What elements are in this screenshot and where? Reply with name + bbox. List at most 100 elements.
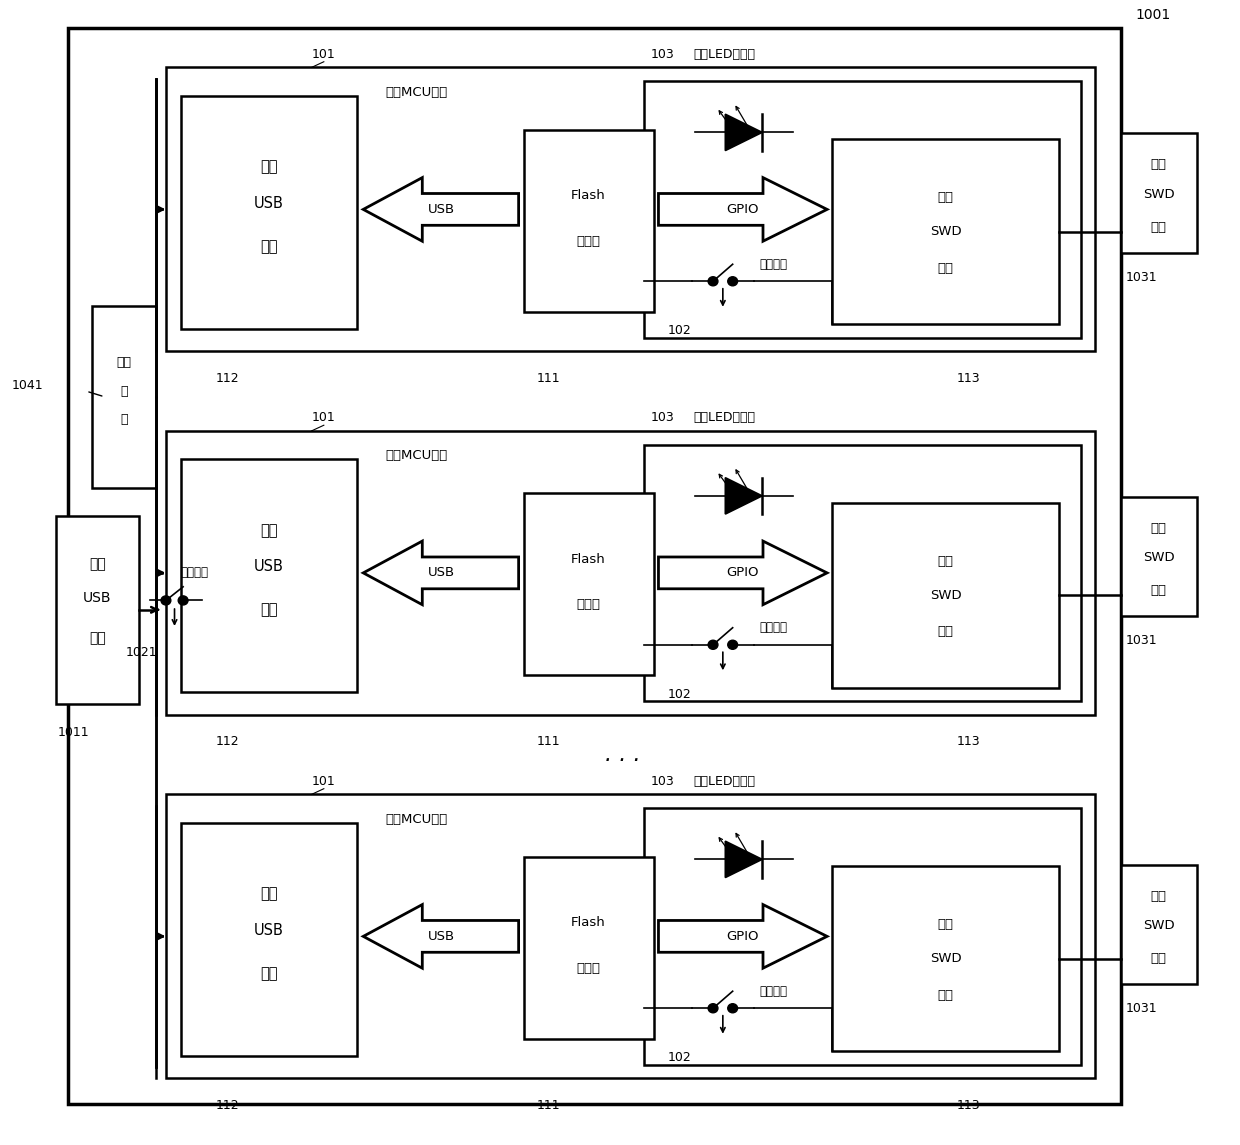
- Bar: [181, 459, 357, 693]
- Text: 接口: 接口: [1151, 951, 1167, 965]
- Bar: [1121, 864, 1197, 984]
- Bar: [1121, 133, 1197, 253]
- Text: 1001: 1001: [1136, 8, 1171, 22]
- Circle shape: [708, 277, 718, 286]
- Text: 113: 113: [957, 735, 981, 749]
- Text: SWD: SWD: [1143, 551, 1174, 564]
- Text: Flash: Flash: [572, 189, 606, 203]
- Circle shape: [728, 277, 738, 286]
- Text: GPIO: GPIO: [727, 203, 759, 216]
- Text: 第二按键: 第二按键: [181, 566, 208, 578]
- Text: SWD: SWD: [1143, 188, 1174, 200]
- Bar: [1121, 497, 1197, 616]
- Text: SWD: SWD: [930, 226, 961, 238]
- Text: 接口: 接口: [260, 602, 278, 617]
- Polygon shape: [725, 114, 763, 150]
- Text: 接口: 接口: [1151, 221, 1167, 234]
- Text: 接口: 接口: [937, 625, 954, 638]
- Text: 第一: 第一: [260, 886, 278, 901]
- Text: 电源: 电源: [117, 356, 131, 369]
- Text: 101: 101: [312, 48, 336, 61]
- Text: 103: 103: [651, 411, 675, 424]
- Bar: [166, 431, 1095, 714]
- Text: 模: 模: [120, 385, 128, 397]
- Polygon shape: [363, 177, 518, 242]
- Polygon shape: [658, 177, 827, 242]
- Text: USB: USB: [254, 559, 284, 574]
- Text: 第一: 第一: [937, 554, 954, 568]
- Text: 113: 113: [957, 372, 981, 385]
- Text: 第一: 第一: [937, 918, 954, 931]
- Text: 112: 112: [216, 372, 239, 385]
- Text: 第二: 第二: [1151, 158, 1167, 171]
- Text: USB: USB: [428, 203, 455, 216]
- Text: 主控MCU模块: 主控MCU模块: [386, 86, 448, 98]
- Bar: [832, 867, 1059, 1051]
- Text: 102: 102: [667, 1051, 692, 1065]
- Bar: [166, 68, 1095, 352]
- Text: USB: USB: [428, 930, 455, 942]
- Text: 两只LED发光管: 两只LED发光管: [693, 48, 755, 61]
- Text: 113: 113: [957, 1099, 981, 1112]
- Text: 第二: 第二: [1151, 890, 1167, 902]
- Circle shape: [161, 595, 171, 605]
- Text: 101: 101: [312, 411, 336, 424]
- Text: 第一: 第一: [937, 191, 954, 204]
- Bar: [523, 493, 653, 676]
- Text: 第二: 第二: [89, 558, 105, 571]
- Text: 接口: 接口: [1151, 584, 1167, 597]
- Text: GPIO: GPIO: [727, 930, 759, 942]
- Text: 112: 112: [216, 1099, 239, 1112]
- Text: 第一按键: 第一按键: [760, 258, 787, 270]
- Text: 1031: 1031: [1126, 634, 1157, 647]
- Text: 1031: 1031: [1126, 1002, 1157, 1016]
- Text: SWD: SWD: [930, 953, 961, 965]
- Polygon shape: [658, 542, 827, 605]
- Text: 103: 103: [651, 48, 675, 61]
- Text: 1041: 1041: [11, 379, 43, 392]
- Circle shape: [728, 1004, 738, 1013]
- Text: 接口: 接口: [89, 631, 105, 645]
- Bar: [56, 516, 139, 703]
- Text: 1011: 1011: [58, 726, 89, 740]
- Text: 第一: 第一: [260, 523, 278, 538]
- Bar: [181, 96, 357, 329]
- Text: 102: 102: [667, 324, 692, 338]
- Text: 块: 块: [120, 413, 128, 426]
- Text: Flash: Flash: [572, 553, 606, 566]
- Bar: [181, 823, 357, 1056]
- Text: 112: 112: [216, 735, 239, 749]
- Bar: [166, 795, 1095, 1079]
- Text: 103: 103: [651, 774, 675, 788]
- Text: SWD: SWD: [930, 589, 961, 601]
- Polygon shape: [363, 905, 518, 969]
- Circle shape: [728, 640, 738, 649]
- Text: 主控MCU模块: 主控MCU模块: [386, 449, 448, 463]
- Text: 存储器: 存储器: [577, 235, 600, 247]
- Bar: [645, 81, 1081, 338]
- Text: 接口: 接口: [937, 261, 954, 275]
- Text: 两只LED发光管: 两只LED发光管: [693, 774, 755, 788]
- Text: 第一: 第一: [260, 159, 278, 174]
- Text: 102: 102: [667, 688, 692, 701]
- Text: 第二: 第二: [1151, 521, 1167, 535]
- Text: 两只LED发光管: 两只LED发光管: [693, 411, 755, 424]
- Text: 接口: 接口: [260, 239, 278, 254]
- Text: 接口: 接口: [937, 988, 954, 1002]
- Bar: [832, 503, 1059, 688]
- Text: 111: 111: [537, 372, 560, 385]
- Circle shape: [708, 640, 718, 649]
- Text: 第一按键: 第一按键: [760, 622, 787, 634]
- Text: Flash: Flash: [572, 916, 606, 930]
- Bar: [832, 140, 1059, 324]
- Text: 存储器: 存储器: [577, 962, 600, 974]
- Polygon shape: [363, 542, 518, 605]
- Bar: [523, 856, 653, 1039]
- Text: 111: 111: [537, 1099, 560, 1112]
- Bar: [92, 306, 156, 488]
- Text: USB: USB: [254, 196, 284, 211]
- Text: SWD: SWD: [1143, 919, 1174, 932]
- Text: 1031: 1031: [1126, 270, 1157, 284]
- Bar: [68, 27, 1121, 1105]
- Text: 101: 101: [312, 774, 336, 788]
